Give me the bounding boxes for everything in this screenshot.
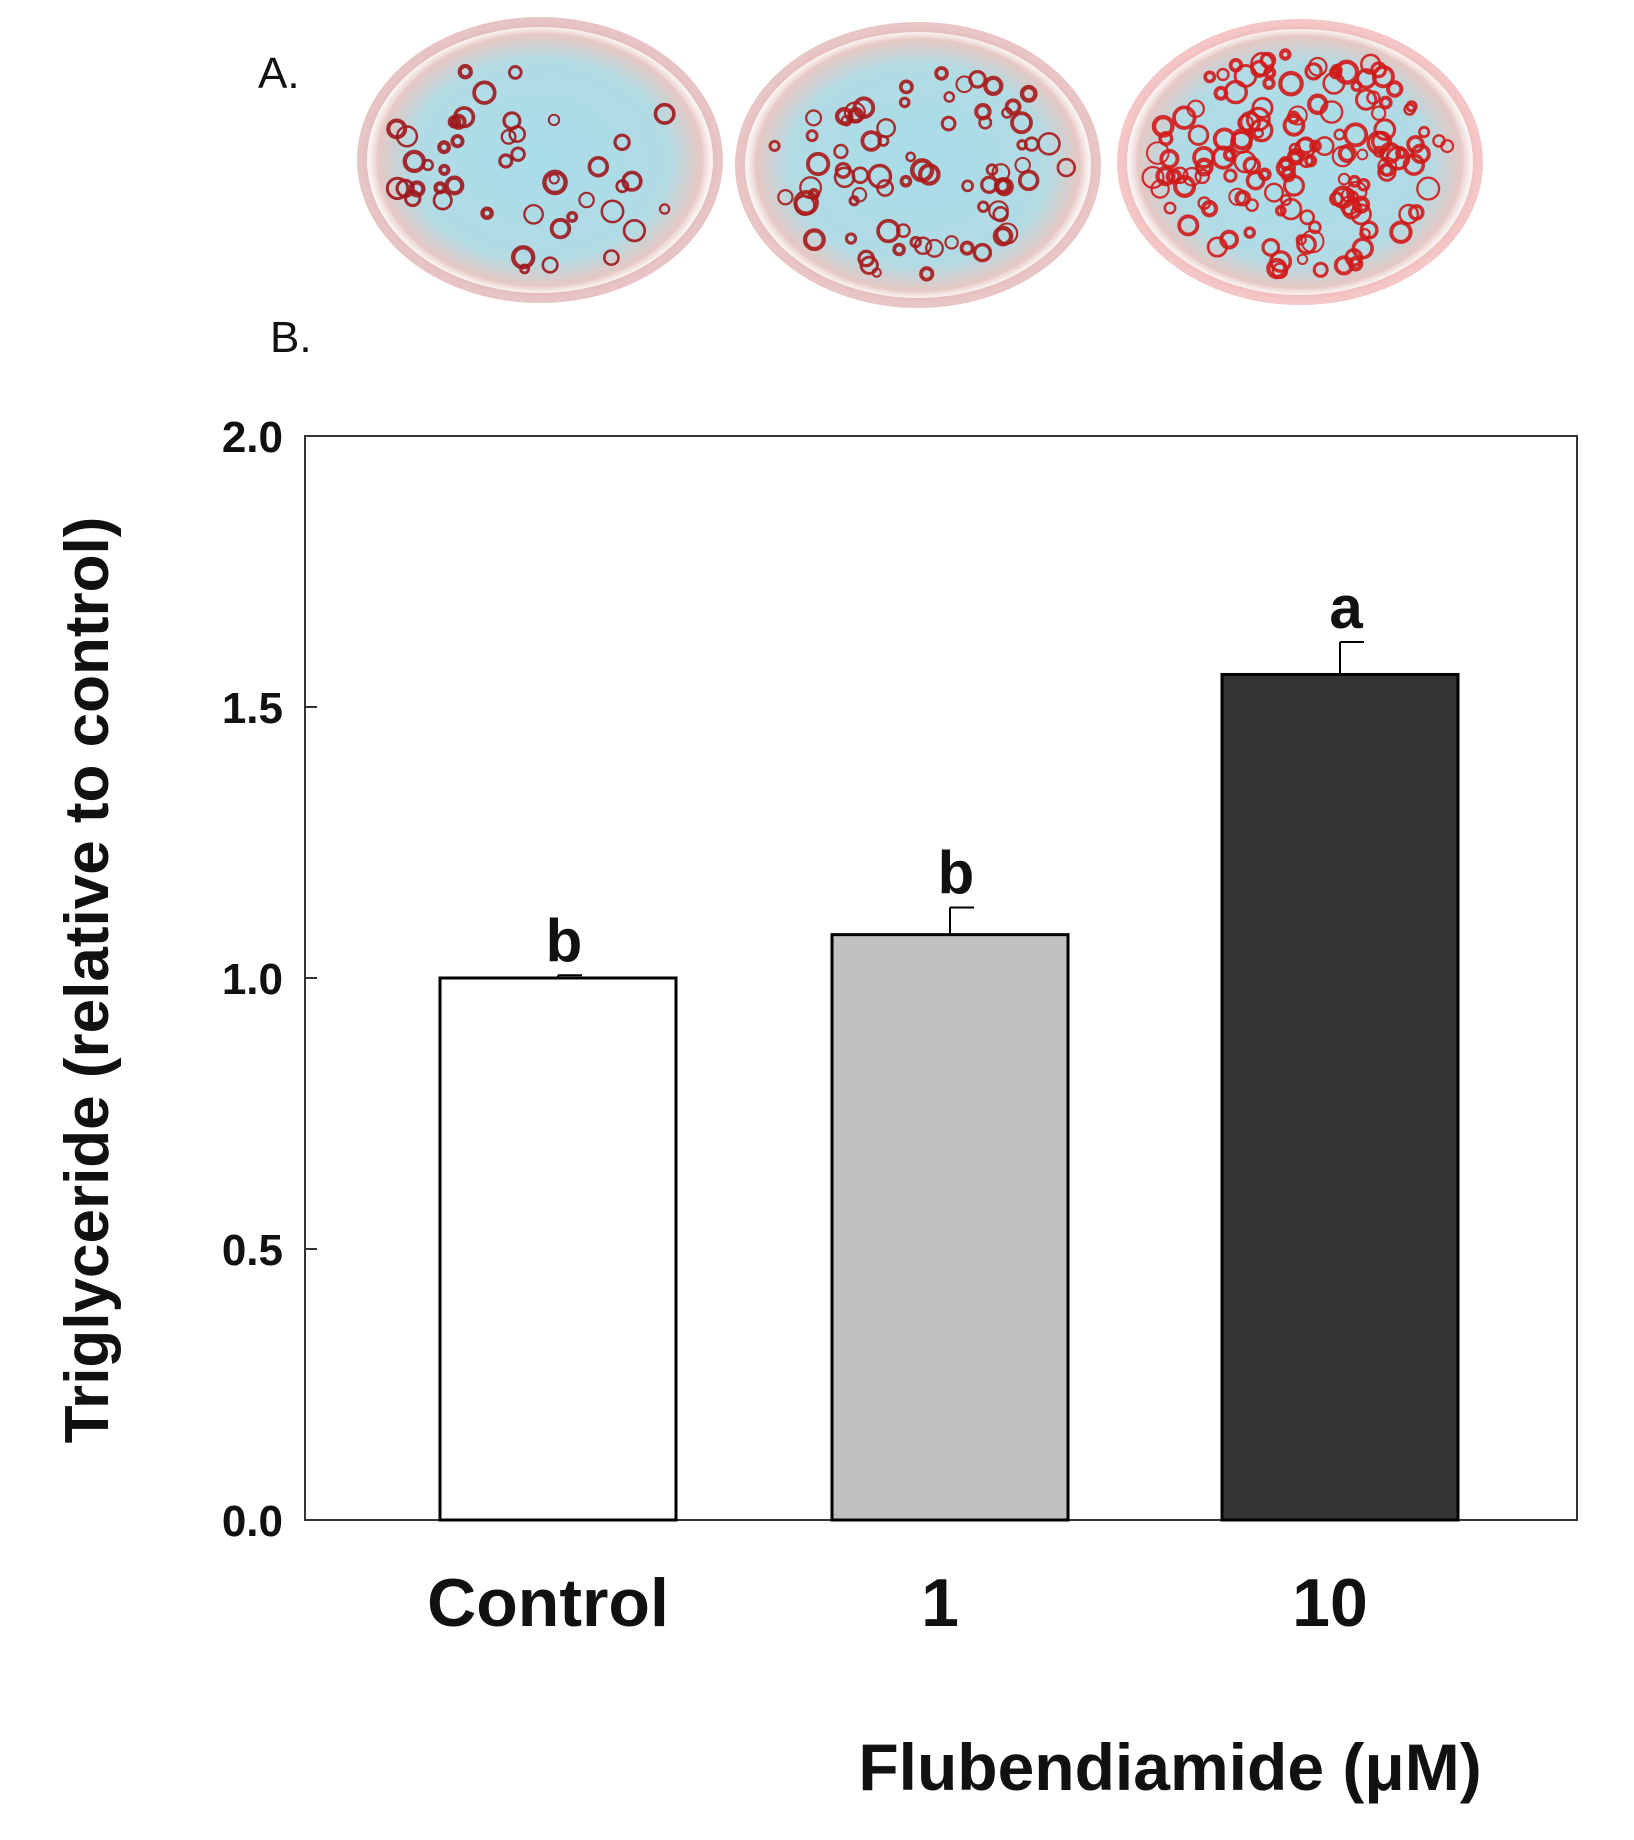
control-stain-image (357, 17, 723, 303)
bars: b b a (438, 574, 1460, 1522)
1uM-stain-image (735, 22, 1101, 308)
x-category-label: 1 (921, 1565, 959, 1641)
significance-label: a (1329, 574, 1363, 641)
bar-control (438, 976, 678, 1522)
panel-a-label: A. (258, 49, 300, 98)
significance-label: b (938, 840, 975, 907)
significance-label: b (546, 907, 583, 974)
microscopy-images (357, 17, 1483, 308)
y-axis: 0.0 0.5 1.0 1.5 2.0 (222, 413, 317, 1546)
y-tick-label: 0.5 (222, 1226, 283, 1275)
y-tick-label: 0.0 (222, 1497, 283, 1546)
10uM-stain-image (1117, 19, 1483, 305)
x-category-label: 10 (1292, 1565, 1368, 1641)
x-axis-label: Flubendiamide (μM) (858, 1730, 1481, 1804)
bar-10 (1220, 672, 1460, 1522)
y-tick-label: 1.0 (222, 955, 283, 1004)
bar-1 (830, 933, 1070, 1522)
panel-b-label: B. (270, 313, 312, 362)
y-tick-label: 2.0 (222, 413, 283, 462)
x-axis: Control 1 10 (427, 1565, 1368, 1641)
x-category-label: Control (427, 1565, 669, 1641)
y-axis-label: Triglyceride (relative to control) (53, 517, 122, 1444)
y-tick-label: 1.5 (222, 684, 283, 733)
